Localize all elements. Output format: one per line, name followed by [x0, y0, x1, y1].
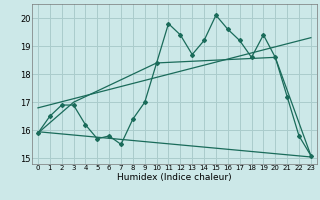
X-axis label: Humidex (Indice chaleur): Humidex (Indice chaleur) [117, 173, 232, 182]
